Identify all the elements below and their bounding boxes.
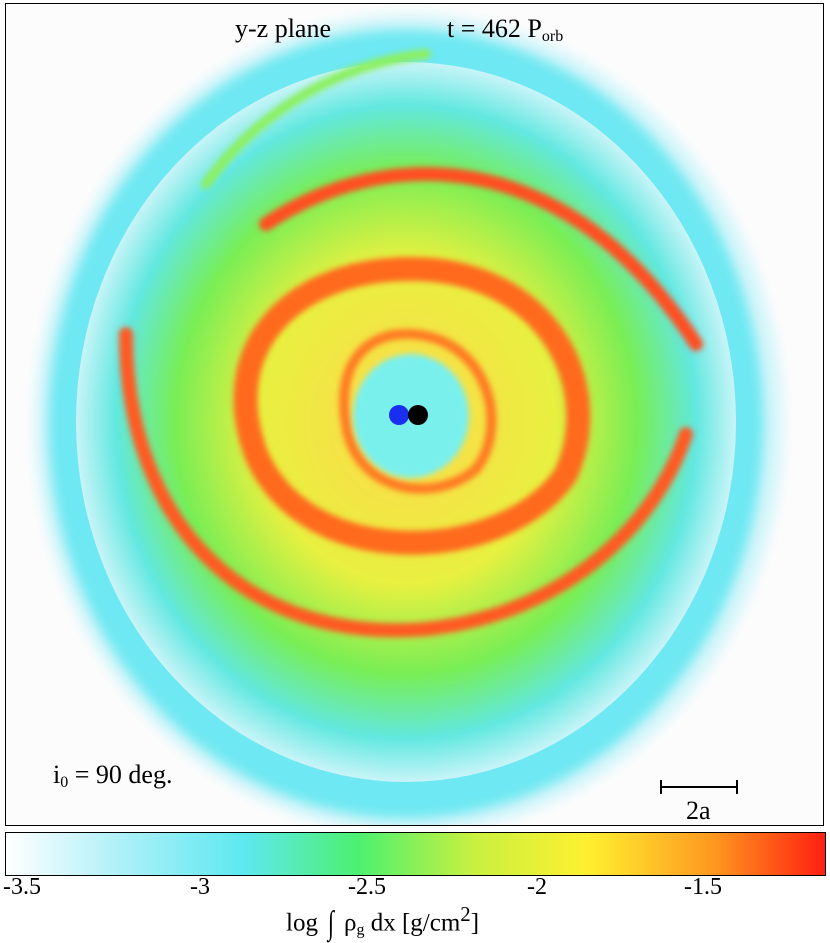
- colorbar-tick: -3: [190, 874, 210, 900]
- inner-ring: [233, 257, 591, 555]
- spiral-arms: [119, 49, 703, 638]
- lower-arm: [119, 327, 693, 638]
- upper-arm: [259, 167, 703, 351]
- colorbar-tick: -2.5: [348, 874, 386, 900]
- primary-star: [389, 405, 409, 425]
- scale-bar: [660, 780, 738, 794]
- scale-label: 2a: [686, 796, 711, 825]
- colorbar: [5, 832, 826, 876]
- density-map-panel: [5, 3, 824, 826]
- plane-label: y-z plane: [235, 14, 332, 43]
- colorbar-ticks: -3.5 -3 -2.5 -2 -1.5: [0, 874, 830, 904]
- time-label: t = 462 Porb: [447, 14, 564, 45]
- density-map: [34, 14, 784, 825]
- colorbar-tick: -2: [527, 874, 547, 900]
- colorbar-title: log ∫ ρg dx [g/cm2]: [286, 902, 480, 942]
- inclination-label: i0 = 90 deg.: [53, 760, 173, 791]
- colorbar-tick: -1.5: [684, 874, 722, 900]
- secondary-star: [408, 405, 428, 425]
- colorbar-tick: -3.5: [3, 874, 41, 900]
- innermost-ring: [339, 329, 497, 494]
- outer-arm-faint: [201, 49, 431, 189]
